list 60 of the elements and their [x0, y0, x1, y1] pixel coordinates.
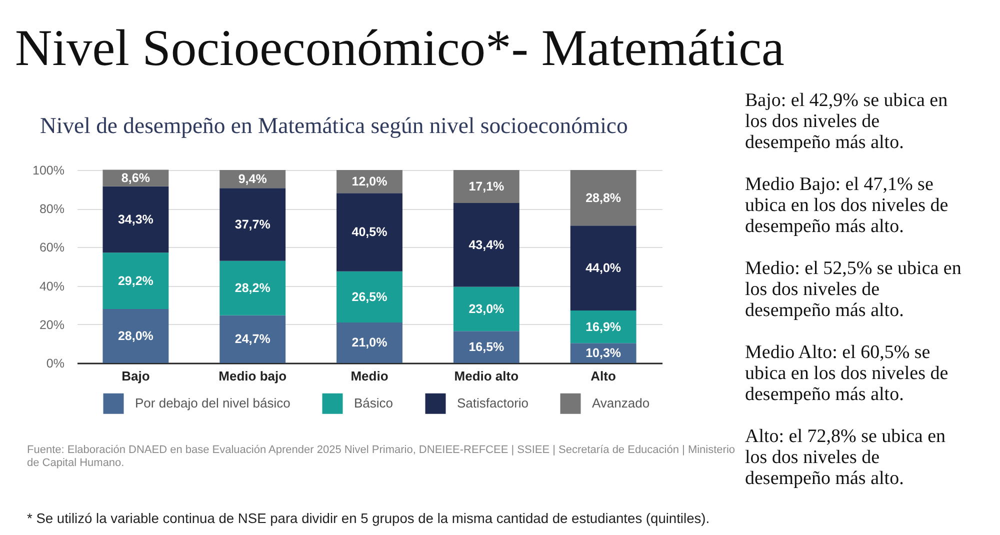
- bar: [220, 188, 286, 261]
- bar: [453, 331, 520, 363]
- bar: [453, 170, 520, 204]
- data-label: 16,5%: [468, 340, 504, 354]
- legend-label: Satisfactorio: [457, 396, 529, 411]
- x-tick-label: Medio: [350, 368, 388, 384]
- legend-label: Básico: [354, 396, 394, 411]
- x-tick-label: Alto: [590, 368, 616, 384]
- bar: [336, 193, 402, 272]
- chart-subtitle: Nivel de desempeño en Matemática según nivel socioeconómico: [40, 113, 628, 138]
- bar: [220, 260, 286, 316]
- bar: [102, 252, 169, 309]
- bar: [336, 271, 402, 322]
- data-label: 28,2%: [234, 281, 270, 296]
- data-label: 28,0%: [118, 328, 154, 343]
- y-tick-label: 80%: [39, 202, 64, 216]
- data-label: 16,9%: [586, 320, 622, 334]
- legend-label: Por debajo del nivel básico: [135, 396, 290, 411]
- data-label: 8,6%: [121, 171, 150, 186]
- bar: [453, 286, 520, 332]
- data-label: 9,4%: [238, 172, 267, 186]
- data-label: 10,3%: [586, 346, 622, 360]
- y-tick-label: 40%: [39, 279, 64, 294]
- bar: [220, 315, 286, 363]
- text: * Se utilizó la variable continua de NSE para dividir en 5 grupos de la misma cantidad de estudiantes (quintiles).: [27, 511, 710, 526]
- y-tick-label: 60%: [39, 240, 64, 255]
- text: Medio: el 52,5% se ubica en los dos niveles de desempeño más alto.: [745, 258, 962, 321]
- x-tick-label: Bajo: [122, 368, 150, 384]
- source-note: Fuente: Elaboración DNAED en base Evaluación Aprender 2025 Nivel Primario, DNEIEE-REFCEE | SSIEE | Secretaría de Educación | Ministerio de Capital Humano.: [27, 444, 736, 469]
- x-tick-label: Medio bajo: [218, 368, 287, 384]
- y-tick-label: 20%: [39, 318, 64, 332]
- y-tick-label: 0%: [46, 356, 64, 370]
- data-label: 28,8%: [586, 190, 622, 205]
- data-label: 26,5%: [352, 290, 388, 304]
- data-label: 29,2%: [118, 274, 154, 288]
- data-label: 44,0%: [586, 261, 622, 276]
- data-label: 37,7%: [234, 218, 270, 232]
- data-label: 21,0%: [352, 336, 388, 350]
- bar: [570, 310, 636, 344]
- x-tick-label: Medio alto: [454, 368, 519, 384]
- data-label: 43,4%: [468, 238, 504, 252]
- bar: [453, 203, 520, 287]
- legend-label: Avanzado: [592, 396, 650, 411]
- text: Medio Bajo: el 47,1% se ubica en los dos niveles de desempeño más alto.: [745, 174, 948, 237]
- data-label: 17,1%: [468, 180, 504, 194]
- text: Bajo: el 42,9% se ubica en los dos niveles de desempeño más alto.: [745, 90, 948, 153]
- text: Alto: el 72,8% se ubica en los dos niveles de desempeño más alto.: [745, 426, 946, 489]
- bar: [570, 170, 636, 226]
- bar: [102, 308, 169, 363]
- y-tick-label: 100%: [32, 164, 64, 178]
- bar: [336, 322, 402, 363]
- data-label: 23,0%: [468, 302, 504, 316]
- chart-title: Nivel Socioeconómico*- Matemática: [15, 20, 785, 77]
- data-label: 34,3%: [118, 212, 154, 227]
- bar: [570, 226, 636, 311]
- data-label: 40,5%: [352, 225, 388, 240]
- data-label: 12,0%: [352, 174, 388, 189]
- bar: [102, 186, 169, 253]
- data-label: 24,7%: [234, 332, 270, 346]
- text: Medio Alto: el 60,5% se ubica en los dos niveles de desempeño más alto.: [745, 342, 948, 405]
